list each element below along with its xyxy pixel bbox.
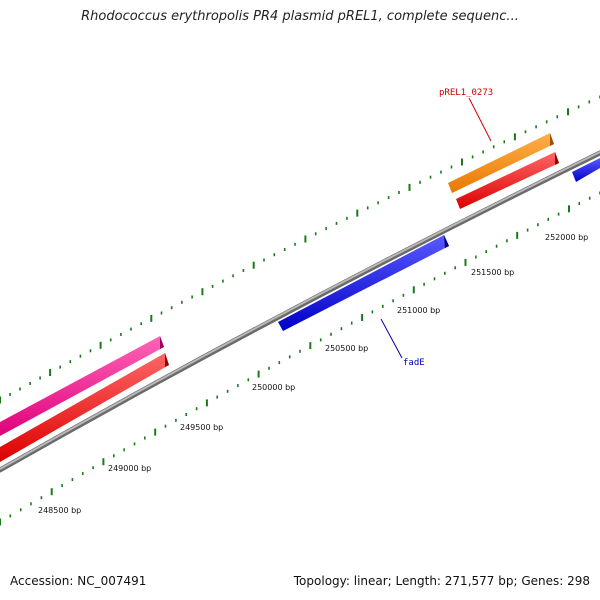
genome-summary-text: Topology: linear; Length: 271,577 bp; Ge…: [293, 574, 590, 588]
scale-label: 251500 bp: [471, 268, 514, 277]
scale-label: 249500 bp: [180, 423, 223, 432]
gene-blue-center[interactable]: [278, 235, 449, 331]
gene-red-left[interactable]: [0, 353, 169, 462]
gene-pink-left[interactable]: [0, 336, 164, 436]
accession-text: Accession: NC_007491: [10, 574, 147, 588]
scale-label: 250500 bp: [325, 344, 368, 353]
scale-label: 248500 bp: [38, 506, 81, 515]
scale-label: 251000 bp: [397, 306, 440, 315]
gene-orange-right[interactable]: [448, 133, 554, 193]
gene-label-fade[interactable]: fadE: [403, 358, 425, 368]
gene-label-leader-prel1-0273: [468, 97, 492, 142]
gene-blue-right-edge[interactable]: [572, 158, 600, 182]
gene-red-right[interactable]: [456, 152, 559, 209]
scale-label: 252000 bp: [545, 233, 588, 242]
upper-tick-track: [0, 95, 600, 404]
lower-tick-track: [0, 191, 600, 526]
scale-label: 250000 bp: [252, 383, 295, 392]
scale-label: 249000 bp: [108, 464, 151, 473]
gene-label-prel1-0273[interactable]: pREL1_0273: [439, 88, 493, 98]
map-title: Rhodococcus erythropolis PR4 plasmid pRE…: [81, 9, 519, 24]
gene-label-leader-fade: [380, 318, 403, 359]
genome-backbone-highlight: [0, 151, 600, 470]
